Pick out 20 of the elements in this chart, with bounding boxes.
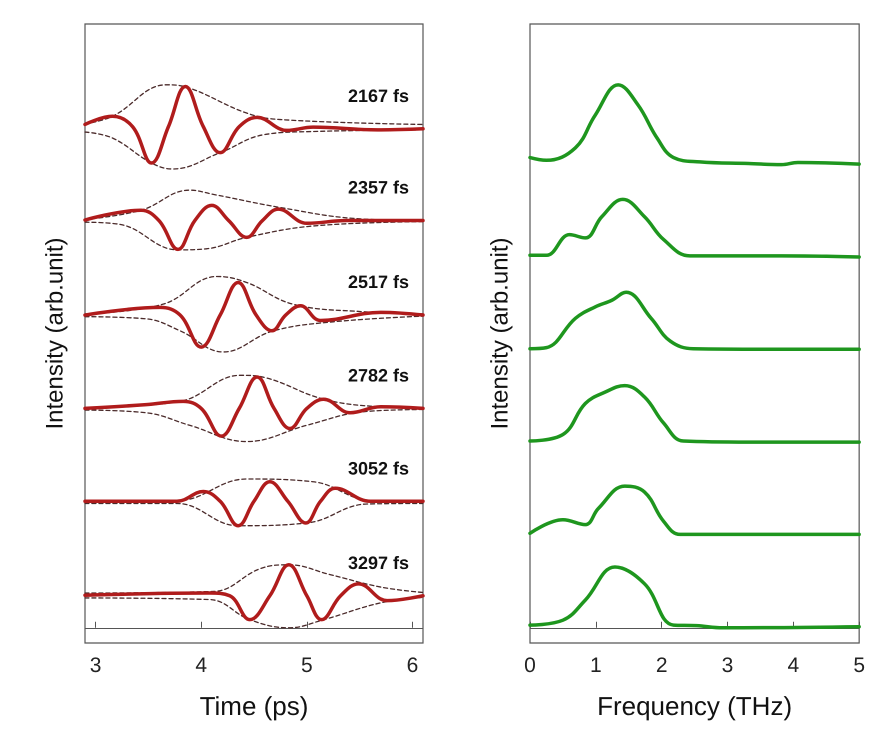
x-tick-label: 4 bbox=[787, 654, 800, 677]
y-axis-title: Intensity (arb.unit) bbox=[486, 237, 514, 430]
x-tick-label: 6 bbox=[406, 654, 418, 677]
x-tick-label: 3 bbox=[90, 654, 102, 677]
x-axis-title: Frequency (THz) bbox=[597, 691, 792, 721]
x-tick-label: 1 bbox=[590, 654, 602, 677]
series-label: 3297 fs bbox=[348, 552, 410, 573]
x-tick-label: 5 bbox=[300, 654, 313, 677]
series-label: 2517 fs bbox=[348, 272, 410, 292]
x-tick-label: 0 bbox=[524, 654, 536, 677]
x-tick-label: 4 bbox=[195, 654, 208, 677]
series-label: 2782 fs bbox=[348, 365, 410, 386]
x-tick-label: 5 bbox=[853, 654, 866, 677]
x-axis-title: Time (ps) bbox=[200, 691, 308, 721]
y-axis-title: Intensity (arb.unit) bbox=[42, 237, 68, 430]
x-tick-label: 2 bbox=[656, 654, 668, 677]
series-label: 2357 fs bbox=[348, 178, 410, 198]
series-label: 3052 fs bbox=[348, 458, 410, 478]
series-label: 2167 fs bbox=[348, 86, 410, 106]
x-tick-label: 3 bbox=[722, 654, 734, 677]
